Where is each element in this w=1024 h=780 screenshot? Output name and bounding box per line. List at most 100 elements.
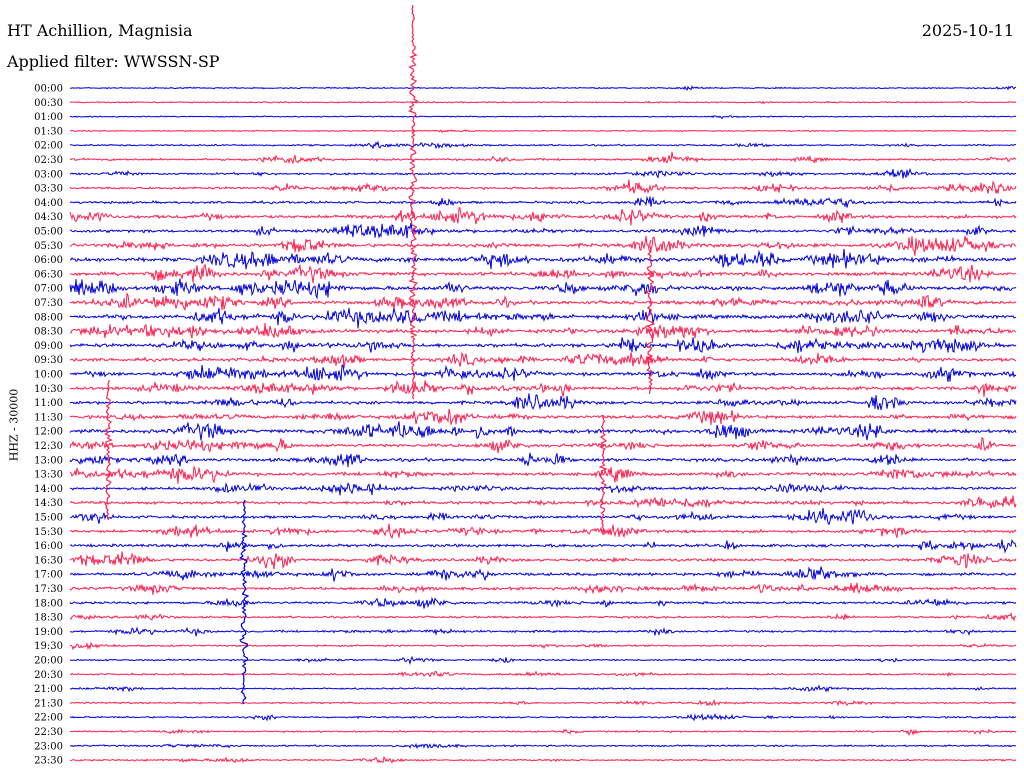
trace-line bbox=[69, 115, 1017, 120]
row-time-label: 01:30 bbox=[34, 126, 63, 137]
row-time-label: 09:30 bbox=[34, 355, 63, 366]
row-time-label: 19:00 bbox=[34, 627, 63, 638]
row-time-label: 10:00 bbox=[34, 370, 63, 381]
row-time-label: 16:30 bbox=[34, 555, 63, 566]
trace-group bbox=[69, 4, 1017, 764]
trace-line bbox=[69, 495, 1017, 509]
event-spike bbox=[645, 239, 656, 395]
trace-line bbox=[69, 728, 1017, 737]
row-time-label: 05:00 bbox=[34, 227, 63, 238]
trace-line bbox=[69, 408, 1017, 426]
row-time-label: 02:30 bbox=[34, 155, 63, 166]
row-time-label: 01:00 bbox=[34, 112, 63, 123]
row-time-label: 18:00 bbox=[34, 598, 63, 609]
trace-line bbox=[69, 482, 1017, 496]
event-spike bbox=[104, 379, 113, 521]
row-time-label: 15:30 bbox=[34, 527, 63, 538]
trace-line bbox=[69, 337, 1017, 354]
row-time-label: 23:00 bbox=[34, 741, 63, 752]
row-time-label: 13:30 bbox=[34, 470, 63, 481]
trace-line bbox=[69, 523, 1017, 540]
row-time-label: 07:30 bbox=[34, 298, 63, 309]
trace-line bbox=[69, 235, 1017, 256]
row-time-label: 15:00 bbox=[34, 513, 63, 524]
row-time-label: 03:00 bbox=[34, 169, 63, 180]
trace-line bbox=[69, 263, 1017, 284]
row-time-label: 07:00 bbox=[34, 284, 63, 295]
row-time-label: 04:30 bbox=[34, 212, 63, 223]
row-time-label: 04:00 bbox=[34, 198, 63, 209]
row-time-label: 14:30 bbox=[34, 498, 63, 509]
row-time-label: 17:00 bbox=[34, 570, 63, 581]
row-time-label: 10:30 bbox=[34, 384, 63, 395]
trace-line bbox=[69, 179, 1017, 194]
trace-line bbox=[69, 596, 1017, 609]
row-time-label: 00:30 bbox=[34, 98, 63, 109]
trace-line bbox=[69, 670, 1017, 678]
trace-line bbox=[69, 380, 1017, 397]
row-time-label: 20:00 bbox=[34, 656, 63, 667]
event-spike bbox=[238, 499, 250, 705]
trace-line bbox=[69, 100, 1017, 105]
trace-line bbox=[69, 421, 1017, 441]
trace-line bbox=[69, 436, 1017, 454]
trace-line bbox=[69, 712, 1017, 722]
row-time-label: 02:00 bbox=[34, 141, 63, 152]
row-time-label: 06:00 bbox=[34, 255, 63, 266]
row-time-label: 13:00 bbox=[34, 455, 63, 466]
trace-line bbox=[69, 151, 1017, 165]
row-time-label: 03:30 bbox=[34, 184, 63, 195]
row-labels: 00:00 00:30 01:00 01:30 02:00 02:30 03:00 03:30… bbox=[34, 84, 63, 767]
trace-line bbox=[69, 278, 1017, 300]
trace-line bbox=[69, 292, 1017, 312]
row-time-label: 18:30 bbox=[34, 613, 63, 624]
row-time-label: 22:00 bbox=[34, 713, 63, 724]
trace-line bbox=[69, 393, 1017, 411]
trace-line bbox=[69, 582, 1017, 595]
station-title: HT Achillion, Magnisia bbox=[7, 21, 193, 40]
trace-line bbox=[69, 322, 1017, 339]
trace-line bbox=[69, 655, 1017, 666]
row-time-label: 12:00 bbox=[34, 427, 63, 438]
row-time-label: 21:30 bbox=[34, 698, 63, 709]
trace-line bbox=[69, 195, 1017, 208]
trace-line bbox=[69, 626, 1017, 637]
trace-line bbox=[69, 539, 1017, 554]
trace-line bbox=[69, 129, 1017, 133]
trace-line bbox=[69, 508, 1017, 526]
trace-line bbox=[69, 85, 1017, 91]
row-time-label: 12:30 bbox=[34, 441, 63, 452]
trace-line bbox=[69, 307, 1017, 329]
trace-line bbox=[69, 222, 1017, 239]
row-time-label: 06:30 bbox=[34, 269, 63, 280]
row-time-label: 21:00 bbox=[34, 684, 63, 695]
row-time-label: 20:30 bbox=[34, 670, 63, 681]
row-time-label: 16:00 bbox=[34, 541, 63, 552]
trace-line bbox=[69, 551, 1017, 570]
trace-line bbox=[69, 140, 1016, 150]
row-time-label: 22:30 bbox=[34, 727, 63, 738]
row-time-label: 08:00 bbox=[34, 312, 63, 323]
row-time-label: 14:00 bbox=[34, 484, 63, 495]
row-time-label: 11:30 bbox=[34, 412, 63, 423]
trace-line bbox=[69, 566, 1017, 582]
trace-line bbox=[69, 684, 1017, 693]
row-time-label: 11:00 bbox=[34, 398, 63, 409]
date-label: 2025-10-11 bbox=[921, 21, 1014, 40]
row-time-label: 00:00 bbox=[34, 84, 63, 95]
row-time-label: 08:30 bbox=[34, 327, 63, 338]
trace-line bbox=[69, 465, 1017, 484]
row-time-label: 05:30 bbox=[34, 241, 63, 252]
filter-label: Applied filter: WWSSN-SP bbox=[7, 52, 220, 71]
trace-line bbox=[69, 207, 1017, 226]
trace-line bbox=[69, 167, 1017, 179]
row-time-label: 09:00 bbox=[34, 341, 63, 352]
trace-line bbox=[70, 248, 1017, 270]
trace-line bbox=[69, 698, 1016, 707]
trace-line bbox=[69, 364, 1017, 382]
trace-line bbox=[69, 755, 1017, 764]
trace-line bbox=[70, 742, 1017, 750]
event-spike bbox=[408, 4, 419, 400]
trace-line bbox=[69, 611, 1017, 622]
